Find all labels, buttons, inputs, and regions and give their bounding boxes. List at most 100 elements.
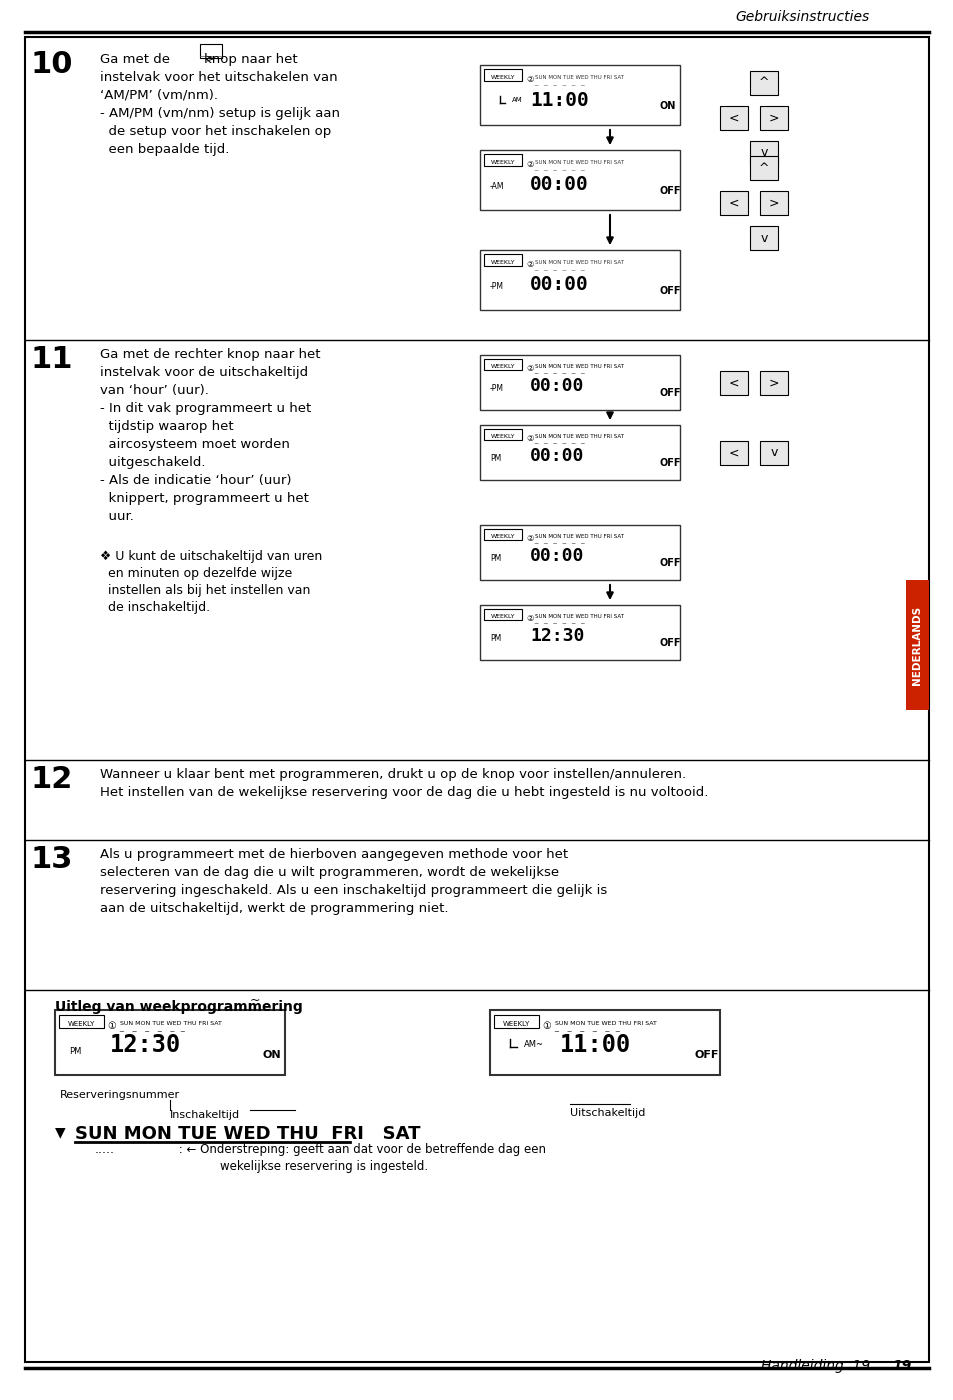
- Text: WEEKLY: WEEKLY: [490, 76, 515, 80]
- Text: ON: ON: [263, 1050, 281, 1060]
- Bar: [479, 525, 679, 580]
- Text: ②: ②: [525, 160, 533, 169]
- Text: instelvak voor de uitschakeltijd: instelvak voor de uitschakeltijd: [100, 365, 308, 379]
- Text: ~  ~  ~  ~  ~  ~: ~ ~ ~ ~ ~ ~: [534, 540, 585, 546]
- Bar: [479, 426, 679, 480]
- Bar: [760, 106, 787, 130]
- Text: PM: PM: [490, 554, 500, 563]
- Text: 10: 10: [30, 50, 72, 78]
- Text: PM: PM: [490, 634, 500, 643]
- Bar: [483, 358, 521, 370]
- Text: SUN MON TUE WED THU FRI SAT: SUN MON TUE WED THU FRI SAT: [535, 160, 623, 165]
- Text: 11: 11: [30, 344, 72, 374]
- Text: wekelijkse reservering is ingesteld.: wekelijkse reservering is ingesteld.: [145, 1161, 428, 1173]
- Text: 00:00: 00:00: [530, 276, 588, 294]
- Text: >: >: [768, 377, 779, 389]
- Text: ~  ~  ~  ~  ~  ~: ~ ~ ~ ~ ~ ~: [534, 168, 585, 174]
- Text: PM: PM: [69, 1047, 81, 1056]
- Text: SUN MON TUE WED THU FRI SAT: SUN MON TUE WED THU FRI SAT: [555, 1021, 657, 1026]
- Text: ~  ~  ~  ~  ~  ~: ~ ~ ~ ~ ~ ~: [534, 267, 585, 273]
- Text: WEEKLY: WEEKLY: [490, 615, 515, 619]
- Text: OFF: OFF: [659, 638, 680, 648]
- Text: uur.: uur.: [100, 510, 133, 524]
- Text: ①: ①: [541, 1021, 550, 1030]
- Text: ^: ^: [758, 161, 768, 175]
- Text: instelvak voor het uitschakelen van: instelvak voor het uitschakelen van: [100, 71, 337, 84]
- Text: SUN MON TUE WED THU  FRI   SAT: SUN MON TUE WED THU FRI SAT: [75, 1126, 420, 1142]
- Text: Het instellen van de wekelijkse reservering voor de dag die u hebt ingesteld is : Het instellen van de wekelijkse reserver…: [100, 785, 708, 799]
- Text: OFF: OFF: [659, 388, 680, 398]
- Bar: [483, 529, 521, 540]
- Text: WEEKLY: WEEKLY: [502, 1021, 529, 1028]
- Text: v: v: [760, 231, 767, 245]
- Text: <: <: [728, 112, 739, 125]
- Bar: [720, 190, 747, 216]
- Text: ~  ~  ~  ~  ~  ~: ~ ~ ~ ~ ~ ~: [534, 83, 585, 88]
- Text: de setup voor het inschakelen op: de setup voor het inschakelen op: [100, 125, 331, 139]
- Bar: [479, 605, 679, 659]
- Bar: [760, 190, 787, 216]
- Text: >: >: [768, 196, 779, 210]
- Text: ~   ~   ~   ~   ~  ~: ~ ~ ~ ~ ~ ~: [119, 1029, 186, 1035]
- Text: ②: ②: [525, 615, 533, 623]
- Text: Handleiding  19: Handleiding 19: [760, 1359, 869, 1373]
- Text: 00:00: 00:00: [530, 377, 584, 395]
- Bar: [479, 356, 679, 410]
- Text: - In dit vak programmeert u het: - In dit vak programmeert u het: [100, 402, 311, 414]
- Text: instellen als bij het instellen van: instellen als bij het instellen van: [100, 584, 310, 596]
- Bar: [483, 154, 521, 167]
- Bar: [749, 141, 778, 165]
- Text: WEEKLY: WEEKLY: [490, 260, 515, 265]
- Text: SUN MON TUE WED THU FRI SAT: SUN MON TUE WED THU FRI SAT: [535, 533, 623, 539]
- Text: .....: .....: [95, 1142, 115, 1156]
- Text: : ← Onderstreping: geeft aan dat voor de betreffende dag een: : ← Onderstreping: geeft aan dat voor de…: [145, 1142, 545, 1156]
- Text: 11:00: 11:00: [559, 1033, 631, 1057]
- Text: v: v: [769, 447, 777, 459]
- Text: OFF: OFF: [659, 186, 680, 196]
- Text: - Als de indicatie ‘hour’ (uur): - Als de indicatie ‘hour’ (uur): [100, 475, 292, 487]
- Text: SUN MON TUE WED THU FRI SAT: SUN MON TUE WED THU FRI SAT: [120, 1021, 222, 1026]
- Bar: [720, 371, 747, 395]
- Text: WEEKLY: WEEKLY: [68, 1021, 94, 1028]
- Text: 11:00: 11:00: [530, 91, 588, 109]
- Text: OFF: OFF: [659, 458, 680, 468]
- Text: 00:00: 00:00: [530, 447, 584, 465]
- Text: Inschakeltijd: Inschakeltijd: [170, 1110, 240, 1120]
- Text: AM: AM: [512, 97, 522, 104]
- Bar: [720, 441, 747, 465]
- Text: Reserveringsnummer: Reserveringsnummer: [60, 1091, 180, 1100]
- Text: WEEKLY: WEEKLY: [490, 533, 515, 539]
- Text: Gebruiksinstructies: Gebruiksinstructies: [735, 10, 869, 24]
- Text: ON: ON: [659, 101, 676, 111]
- Text: 12: 12: [30, 764, 72, 794]
- Bar: [479, 64, 679, 125]
- Bar: [479, 150, 679, 210]
- Text: ~   ~   ~   ~   ~  ~: ~ ~ ~ ~ ~ ~: [554, 1029, 620, 1035]
- Text: ~: ~: [250, 994, 260, 1007]
- Text: Ga met de        knop naar het: Ga met de knop naar het: [100, 53, 297, 66]
- Bar: [720, 106, 747, 130]
- Text: <: <: [728, 196, 739, 210]
- Text: ❖ U kunt de uitschakeltijd van uren: ❖ U kunt de uitschakeltijd van uren: [100, 550, 322, 563]
- Text: 00:00: 00:00: [530, 547, 584, 566]
- Text: SUN MON TUE WED THU FRI SAT: SUN MON TUE WED THU FRI SAT: [535, 434, 623, 440]
- Text: >: >: [206, 53, 215, 63]
- Bar: [55, 1009, 285, 1075]
- Bar: [760, 371, 787, 395]
- Bar: [749, 225, 778, 251]
- Text: selecteren van de dag die u wilt programmeren, wordt de wekelijkse: selecteren van de dag die u wilt program…: [100, 867, 558, 879]
- Bar: [483, 609, 521, 620]
- Bar: [479, 251, 679, 309]
- Bar: [200, 43, 222, 57]
- Text: ‘AM/PM’ (vm/nm).: ‘AM/PM’ (vm/nm).: [100, 90, 218, 102]
- Text: Wanneer u klaar bent met programmeren, drukt u op de knop voor instellen/annuler: Wanneer u klaar bent met programmeren, d…: [100, 769, 685, 781]
- Text: ①: ①: [107, 1021, 115, 1030]
- Text: Uitschakeltijd: Uitschakeltijd: [569, 1107, 644, 1119]
- Text: WEEKLY: WEEKLY: [490, 364, 515, 370]
- Text: ▼: ▼: [55, 1126, 66, 1140]
- Text: aircosysteem moet worden: aircosysteem moet worden: [100, 438, 290, 451]
- Text: ②: ②: [525, 76, 533, 84]
- Text: aan de uitschakeltijd, werkt de programmering niet.: aan de uitschakeltijd, werkt de programm…: [100, 902, 448, 916]
- Text: OFF: OFF: [659, 286, 680, 295]
- Text: OFF: OFF: [695, 1050, 719, 1060]
